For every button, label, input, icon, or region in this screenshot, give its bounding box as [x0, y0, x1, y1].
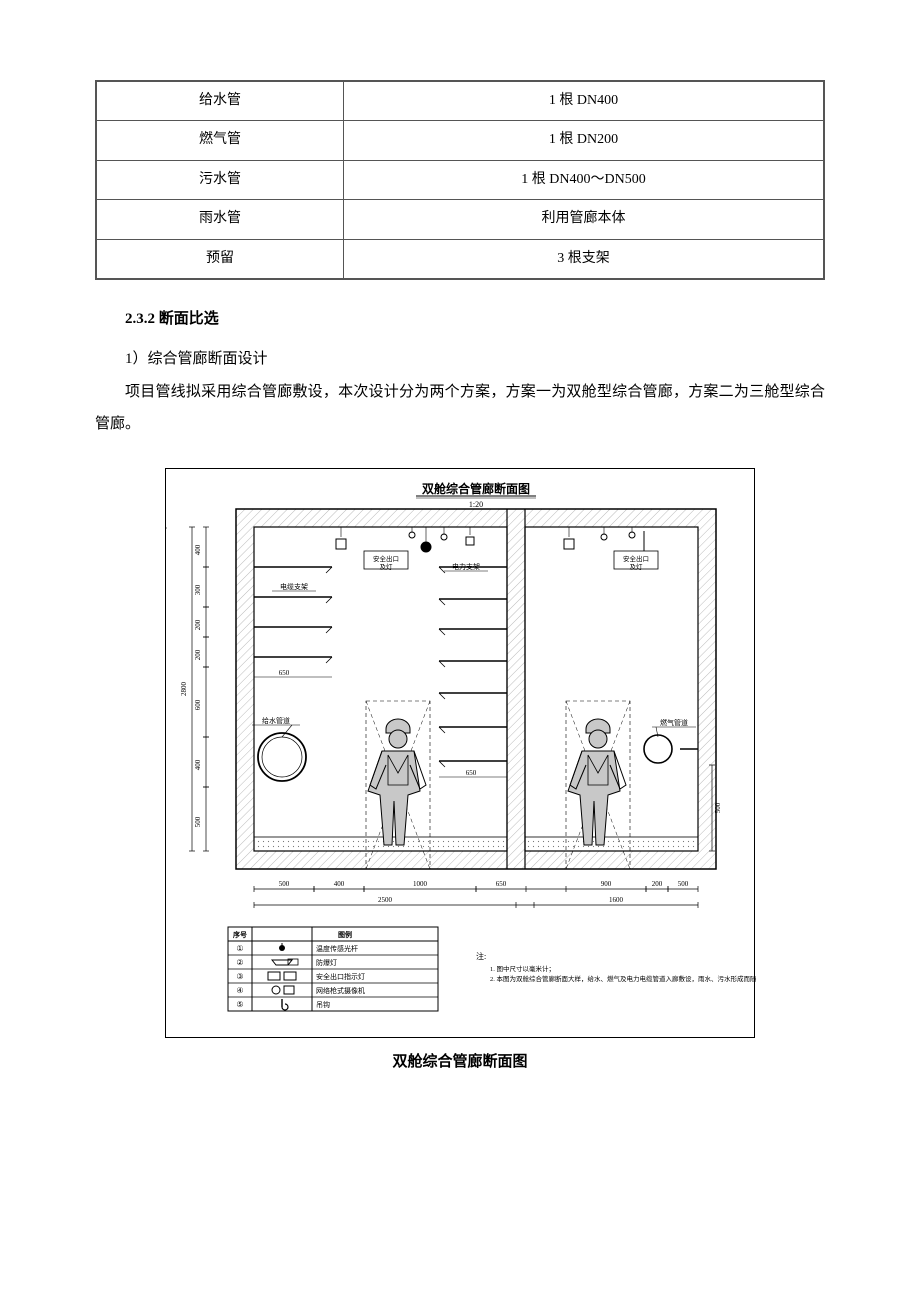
svg-text:650: 650	[466, 769, 477, 777]
svg-text:400: 400	[194, 545, 202, 556]
svg-text:500: 500	[279, 880, 290, 888]
section-heading: 2.3.2 断面比选	[95, 304, 825, 334]
svg-text:650: 650	[496, 880, 507, 888]
svg-text:1000: 1000	[413, 880, 428, 888]
cell-label: 给水管	[96, 81, 344, 121]
svg-text:安全出口: 安全出口	[623, 554, 649, 563]
svg-text:④: ④	[236, 986, 243, 995]
cell-label: 雨水管	[96, 200, 344, 239]
cell-value: 3 根支架	[344, 239, 824, 279]
svg-text:650: 650	[279, 669, 290, 677]
table-row: 预留3 根支架	[96, 239, 824, 279]
svg-text:1. 图中尺寸以毫米计；: 1. 图中尺寸以毫米计；	[490, 964, 555, 973]
svg-text:电缆支架: 电缆支架	[280, 582, 308, 591]
svg-text:400: 400	[194, 760, 202, 771]
svg-text:⑤: ⑤	[236, 1000, 243, 1009]
svg-text:电力支架: 电力支架	[452, 562, 480, 571]
svg-text:300: 300	[194, 585, 202, 596]
svg-text:①: ①	[236, 944, 243, 953]
table-row: 污水管1 根 DN400～DN500	[96, 160, 824, 199]
table-row: 雨水管利用管廊本体	[96, 200, 824, 239]
svg-text:网络枪式摄像机: 网络枪式摄像机	[316, 986, 365, 995]
svg-text:2500: 2500	[378, 896, 393, 904]
svg-text:安全出口: 安全出口	[373, 554, 399, 563]
svg-text:及灯: 及灯	[630, 562, 644, 571]
svg-text:吊钩: 吊钩	[316, 1000, 330, 1009]
svg-text:1:20: 1:20	[469, 500, 483, 509]
svg-text:200: 200	[194, 620, 202, 631]
cell-value: 1 根 DN400～DN500	[344, 160, 824, 199]
svg-text:400: 400	[334, 880, 345, 888]
svg-text:900: 900	[601, 880, 612, 888]
svg-text:安全出口指示灯: 安全出口指示灯	[316, 972, 365, 981]
cell-value: 1 根 DN400	[344, 81, 824, 121]
pipe-table-body: 给水管1 根 DN400 燃气管1 根 DN200 污水管1 根 DN400～D…	[96, 81, 824, 279]
svg-text:500: 500	[678, 880, 689, 888]
svg-text:燃气管道: 燃气管道	[660, 718, 688, 727]
cell-value: 1 根 DN200	[344, 121, 824, 160]
svg-text:双舱综合管廊断面图: 双舱综合管廊断面图	[422, 481, 530, 496]
cell-label: 燃气管	[96, 121, 344, 160]
paragraph: 项目管线拟采用综合管廊敷设，本次设计分为两个方案，方案一为双舱型综合管廊，方案二…	[95, 377, 825, 440]
svg-text:1600: 1600	[609, 896, 624, 904]
svg-text:500: 500	[714, 803, 722, 814]
sub-heading: 1）综合管廊断面设计	[95, 344, 825, 376]
cell-value: 利用管廊本体	[344, 200, 824, 239]
svg-text:温度传感光杆: 温度传感光杆	[316, 944, 358, 953]
svg-text:600: 600	[194, 700, 202, 711]
svg-text:2. 本图为双舱综合管廊断面大样，给水、燃气及电力电缆管道入: 2. 本图为双舱综合管廊断面大样，给水、燃气及电力电缆管道入廊敷设，雨水、污水形…	[490, 974, 756, 983]
svg-text:及灯: 及灯	[380, 562, 394, 571]
pipe-table: 给水管1 根 DN400 燃气管1 根 DN200 污水管1 根 DN400～D…	[95, 80, 825, 280]
svg-text:500: 500	[194, 817, 202, 828]
svg-text:③: ③	[236, 972, 243, 981]
svg-text:序号: 序号	[232, 930, 247, 939]
svg-text:②: ②	[236, 958, 243, 967]
table-row: 给水管1 根 DN400	[96, 81, 824, 121]
figure-caption: 双舱综合管廊断面图	[95, 1050, 825, 1071]
svg-text:200: 200	[652, 880, 663, 888]
svg-text:图例: 图例	[338, 930, 352, 939]
svg-text:2800: 2800	[180, 682, 188, 697]
svg-text:给水管道: 给水管道	[262, 716, 290, 725]
section-diagram-svg: 双舱综合管廊断面图 1:20 400 300 200 200 600 400 500 2800 50…	[166, 469, 756, 1039]
table-row: 燃气管1 根 DN200	[96, 121, 824, 160]
diagram-figure: 双舱综合管廊断面图 1:20 400 300 200 200 600 400 500 2800 50…	[165, 468, 755, 1038]
svg-text:防爆灯: 防爆灯	[316, 958, 337, 967]
cell-label: 预留	[96, 239, 344, 279]
cell-label: 污水管	[96, 160, 344, 199]
svg-text:注:: 注:	[476, 951, 486, 961]
svg-text:200: 200	[194, 650, 202, 661]
